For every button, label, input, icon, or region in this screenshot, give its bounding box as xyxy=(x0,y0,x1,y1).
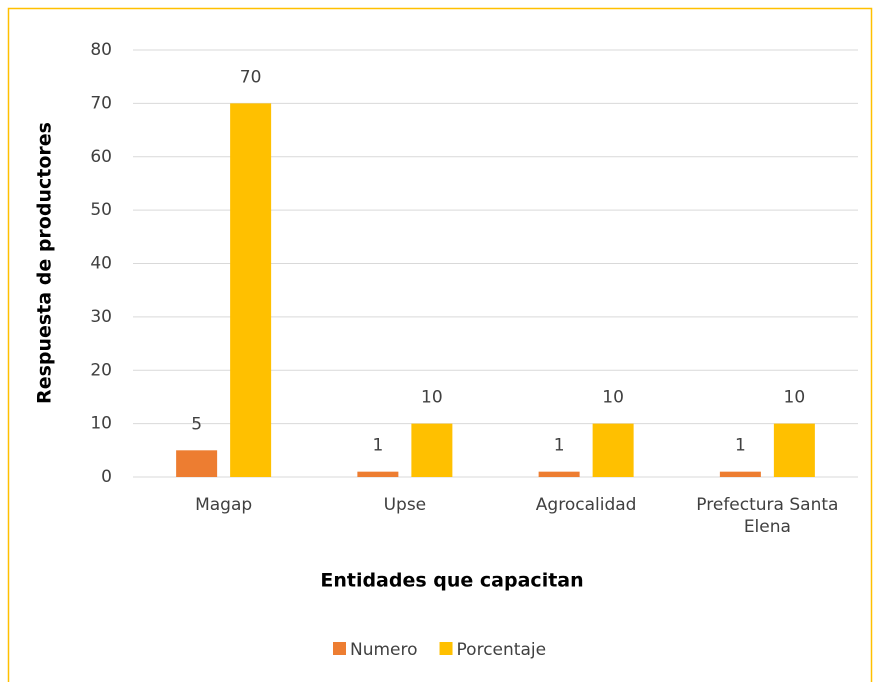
y-tick-label: 60 xyxy=(90,147,112,167)
data-label: 1 xyxy=(372,436,383,456)
bar xyxy=(411,423,453,477)
data-label: 10 xyxy=(602,388,624,408)
bar xyxy=(538,471,580,477)
x-tick-label: Agrocalidad xyxy=(535,495,637,515)
y-tick-label: 80 xyxy=(90,40,112,60)
legend-label: Numero xyxy=(350,640,418,660)
x-tick-label: Magap xyxy=(195,495,253,515)
bar xyxy=(719,471,761,477)
data-label: 10 xyxy=(784,388,806,408)
data-label: 70 xyxy=(240,67,262,87)
y-tick-label: 40 xyxy=(90,254,112,274)
x-axis-title: Entidades que capacitan xyxy=(320,570,583,592)
y-tick-label: 70 xyxy=(90,93,112,113)
bar xyxy=(773,423,815,477)
x-tick-label: Upse xyxy=(383,495,427,515)
y-tick-label: 30 xyxy=(90,307,112,327)
x-tick-label: Prefectura Santa Elena xyxy=(696,495,839,537)
legend-swatch xyxy=(439,642,453,655)
bar xyxy=(176,450,218,477)
data-label: 5 xyxy=(191,414,202,434)
data-label: 10 xyxy=(421,388,443,408)
data-label: 1 xyxy=(735,436,746,456)
chart-border xyxy=(7,7,873,682)
data-label: 1 xyxy=(554,436,565,456)
y-tick-label: 20 xyxy=(90,360,112,380)
bar xyxy=(357,471,399,477)
legend-swatch xyxy=(333,642,346,655)
bar xyxy=(230,103,272,477)
legend-label: Porcentaje xyxy=(457,640,547,660)
y-axis-title: Respuesta de productores xyxy=(34,122,56,404)
y-tick-label: 0 xyxy=(101,467,112,487)
y-tick-label: 10 xyxy=(90,414,112,434)
y-tick-label: 50 xyxy=(90,200,112,220)
bar xyxy=(592,423,634,477)
